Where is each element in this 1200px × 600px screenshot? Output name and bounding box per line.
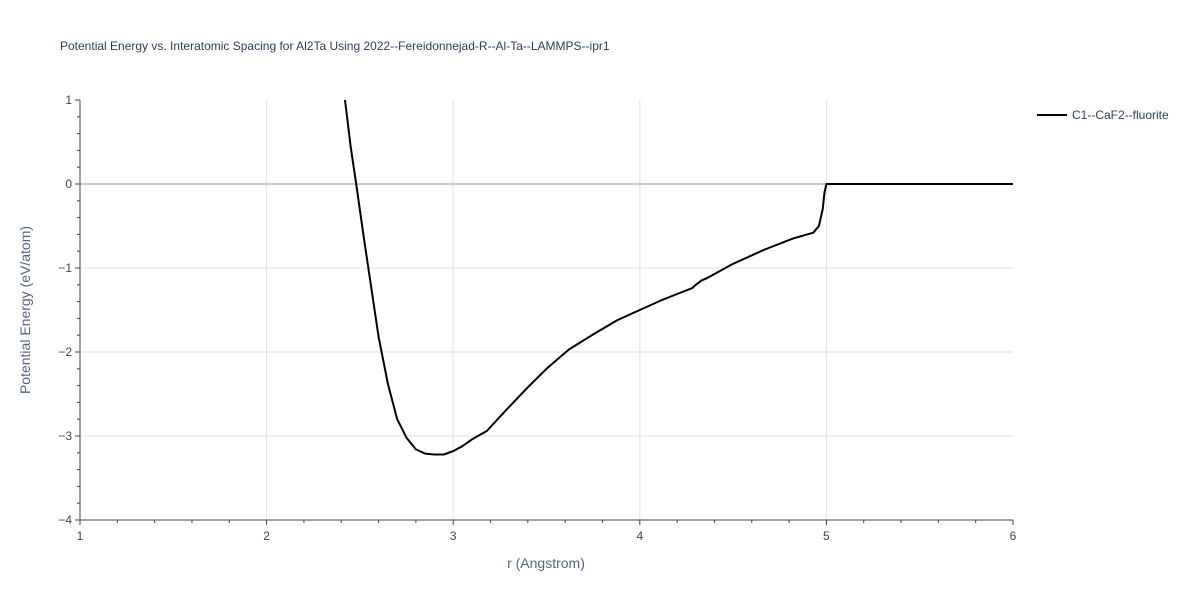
grid-lines [80,100,1013,520]
y-tick-label: 0 [65,177,72,191]
series-line [344,99,1013,456]
series-lines [344,99,1013,456]
x-axis-title: r (Angstrom) [507,555,585,571]
x-tick-label: 6 [1010,529,1017,543]
y-tick-label: −1 [58,261,72,275]
chart-title: Potential Energy vs. Interatomic Spacing… [60,39,610,53]
y-tick-label: −3 [58,429,72,443]
legend-label: C1--CaF2--fluorite [1072,108,1169,122]
y-tick-label: −2 [58,345,72,359]
x-tick-label: 3 [450,529,457,543]
y-tick-label: 1 [65,93,72,107]
legend[interactable]: C1--CaF2--fluorite [1037,108,1169,122]
x-tick-label: 5 [823,529,830,543]
x-tick-label: 4 [636,529,643,543]
axes: 1 2 3 4 5 6 1 0 −1 −2 −3 −4 [58,93,1016,543]
y-axis-title: Potential Energy (eV/atom) [17,226,33,394]
y-tick-label: −4 [58,513,72,527]
x-tick-label: 1 [77,529,84,543]
x-tick-label: 2 [263,529,270,543]
